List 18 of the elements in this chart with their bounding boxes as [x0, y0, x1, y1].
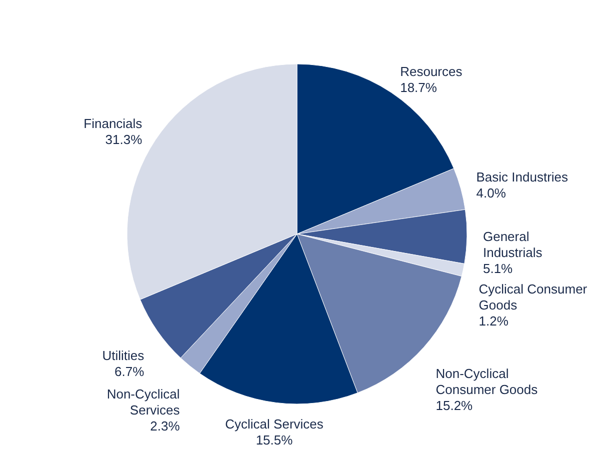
- data-label: 4.0%: [476, 185, 506, 200]
- data-label: 15.5%: [256, 432, 294, 448]
- slice-label: Non-Cyclical Consumer Goods: [436, 366, 538, 397]
- slice-label: Utilities: [102, 348, 145, 363]
- data-label: 1.2%: [478, 313, 509, 328]
- data-label: 18.7%: [400, 80, 438, 96]
- slice-label: Basic Industries: [476, 169, 569, 184]
- slice-label: Financials: [84, 116, 143, 131]
- data-label: 6.7%: [114, 364, 145, 379]
- data-label: 2.3%: [150, 418, 180, 434]
- slice-label: Cyclical Services: [225, 416, 324, 432]
- slice-label: Non-Cyclical Services: [106, 386, 180, 418]
- slice-label: Cyclical Consumer Goods: [478, 281, 588, 312]
- data-label: 15.2%: [436, 398, 474, 413]
- data-label: 31.3%: [105, 132, 143, 147]
- data-label: 5.1%: [482, 260, 514, 276]
- slice-label: General Industrials: [482, 228, 543, 260]
- slice-label: Resources: [400, 64, 463, 80]
